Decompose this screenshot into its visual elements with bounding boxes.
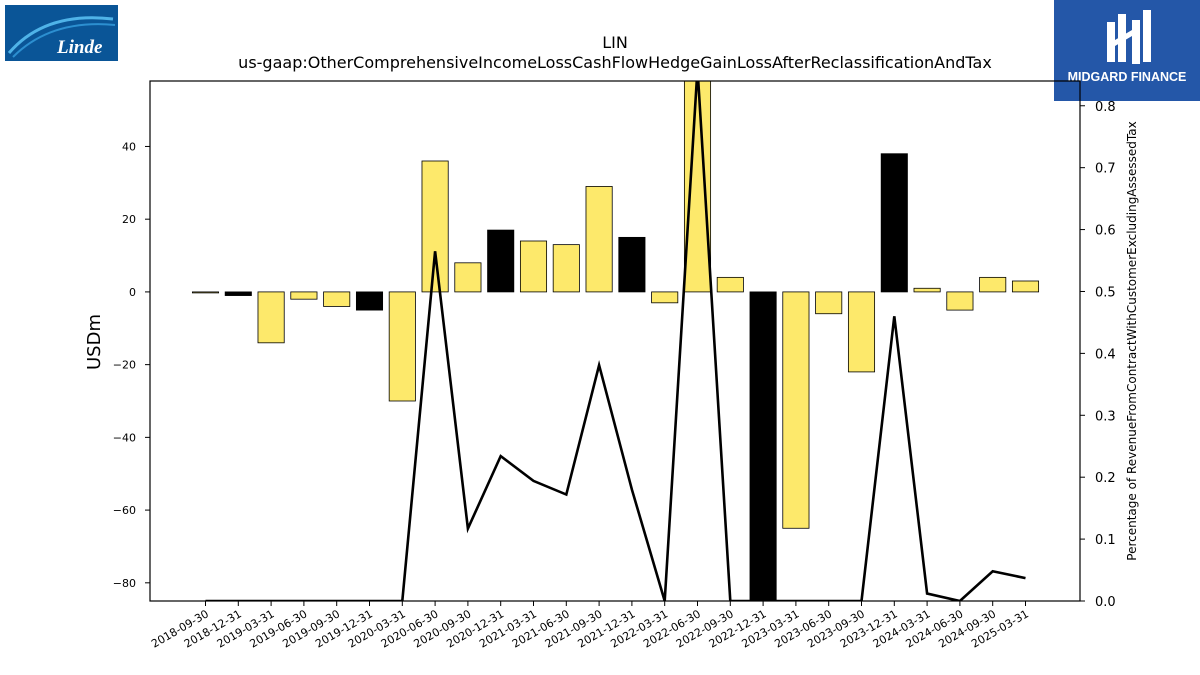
bar (487, 229, 515, 293)
y-tick-label: 40 (122, 140, 136, 153)
y2-tick-label: 0.1 (1095, 533, 1116, 548)
y2-tick-label: 0.8 (1095, 100, 1116, 115)
bar (552, 244, 580, 293)
bar (388, 291, 416, 402)
bar (421, 160, 449, 293)
chart-title: LIN (602, 33, 628, 52)
bar (355, 291, 384, 311)
bar (585, 186, 613, 293)
bar (519, 240, 548, 293)
y2-tick-label: 0.2 (1095, 471, 1116, 486)
plot-frame (149, 80, 1081, 602)
y2-tick-label: 0.4 (1095, 347, 1116, 362)
ratio-line (205, 81, 1026, 601)
bar (290, 291, 318, 300)
midgard-finance-logo-text: MIDGARD FINANCE (1068, 70, 1187, 84)
y2-tick-label: 0.0 (1095, 595, 1116, 610)
plot-area: −80 −60 −40 −20 0 20 40 0.0 0.1 0.2 0.3 0.4 0.5 0.6 0.… (113, 80, 1116, 651)
bar (224, 291, 252, 296)
y-axis-label: USDm (84, 314, 105, 370)
bar (1011, 280, 1040, 293)
chart-subtitle: us-gaap:OtherComprehensiveIncomeLossCash… (238, 53, 992, 72)
y-tick-label: −40 (113, 431, 136, 444)
bar (716, 276, 744, 293)
bar (979, 276, 1007, 293)
line-group (205, 81, 1026, 601)
y2-axis-label: Percentage of RevenueFromContractWithCus… (1125, 121, 1139, 560)
bar (323, 291, 351, 307)
bar (913, 287, 941, 293)
bar (191, 291, 220, 294)
y-tick-label: −20 (113, 359, 136, 372)
y2-tick-label: 0.5 (1095, 285, 1116, 300)
y-tick-label: −80 (113, 577, 136, 590)
bar (651, 291, 679, 304)
y2-tick-label: 0.7 (1095, 162, 1116, 177)
linde-logo-text: Linde (56, 37, 103, 58)
bar (946, 291, 974, 311)
y-tick-label: −60 (113, 504, 136, 517)
y2-tick-label: 0.3 (1095, 409, 1116, 424)
bar (782, 291, 810, 529)
bar (847, 291, 876, 373)
y-tick-label: 0 (129, 286, 136, 299)
bar (683, 81, 712, 293)
bar (257, 291, 285, 344)
y-tick-label: 20 (122, 213, 136, 226)
bar (880, 153, 908, 293)
linde-logo: Linde (5, 5, 118, 61)
bars (191, 81, 1040, 601)
bar (749, 291, 777, 601)
bar (454, 262, 482, 293)
bar (618, 236, 646, 293)
midgard-finance-logo: MIDGARD FINANCE (1054, 0, 1200, 101)
y2-tick-label: 0.6 (1095, 224, 1116, 239)
bar (815, 291, 843, 315)
